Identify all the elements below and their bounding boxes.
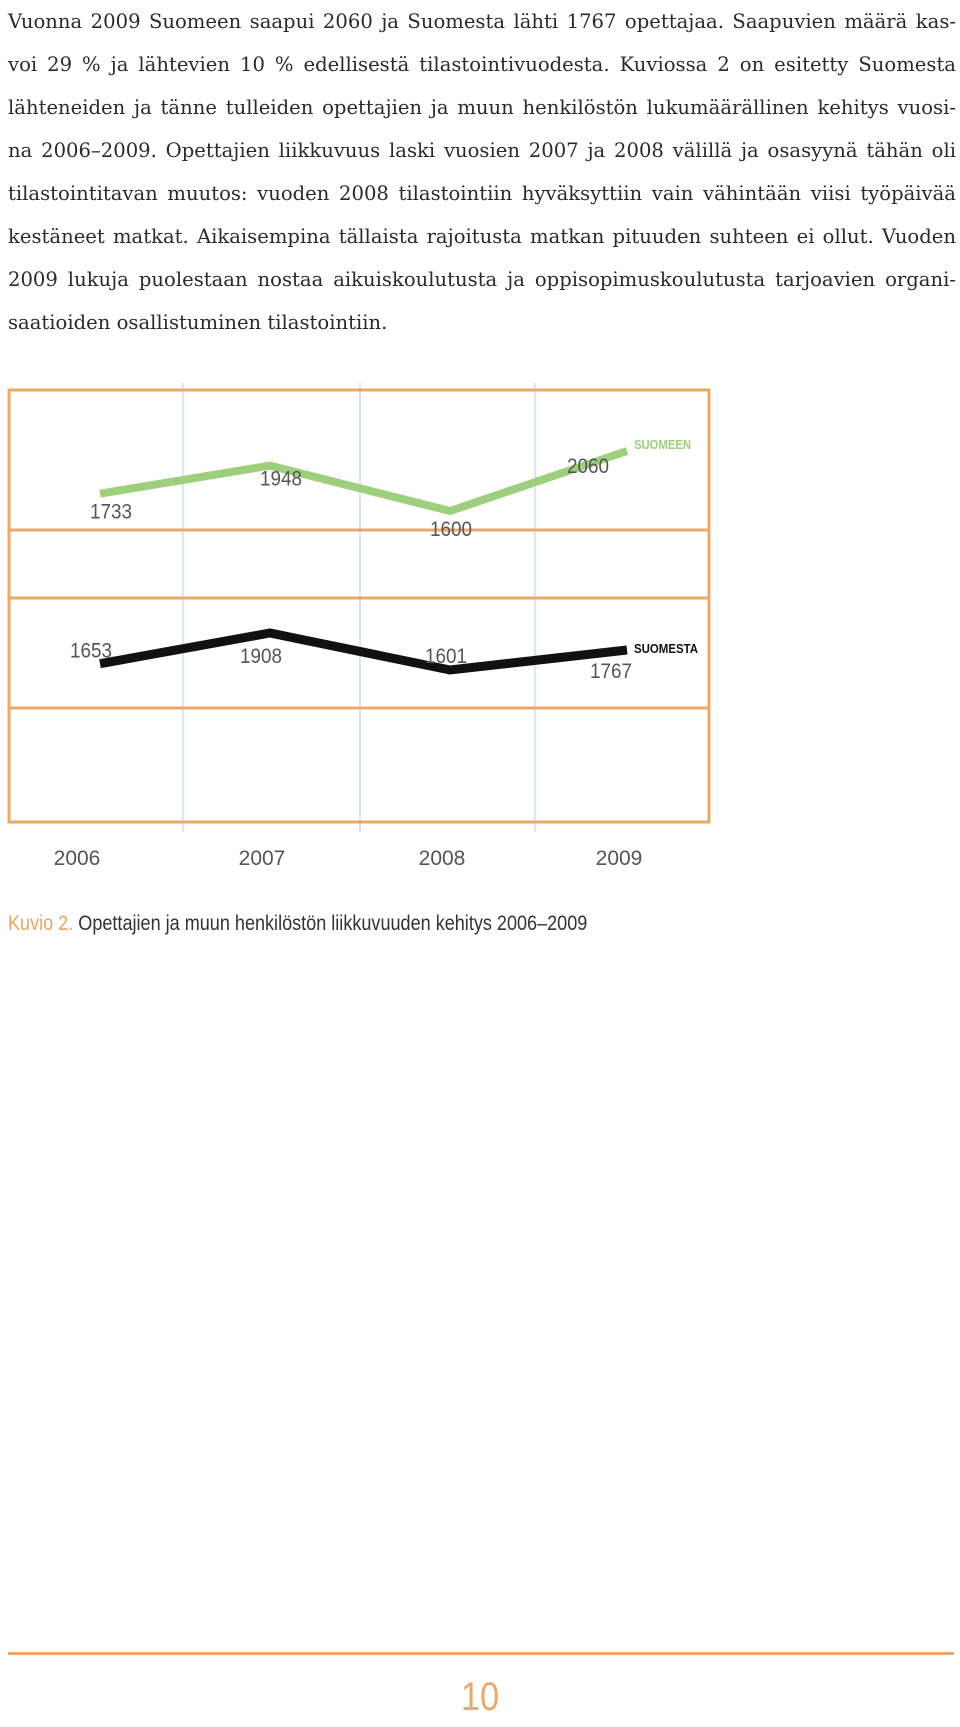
series-line-suomesta <box>99 628 628 675</box>
paragraph-line: Vuonna 2009 Suomeen saapui 2060 ja Suome… <box>8 10 956 33</box>
line-chart: 1733 1948 1600 2060 1653 1908 1601 1767 SUOMEEN S… <box>7 383 711 870</box>
series-name-label: SUOMEEN <box>634 437 691 452</box>
paragraph-line: 2009 lukuja puolestaan nostaa aikuiskoul… <box>8 268 956 291</box>
x-axis-ticks: 2006 2007 2008 2009 <box>54 847 643 870</box>
figure-caption: Kuvio 2. Opettajien ja muun henkilöstön … <box>8 912 587 936</box>
caption-text: Opettajien ja muun henkilöstön liikkuvuu… <box>73 912 588 935</box>
paragraph-line: na 2006–2009. Opettajien liikkuvuus lask… <box>8 139 956 162</box>
data-label: 1767 <box>590 660 632 683</box>
data-label: 1908 <box>240 645 282 668</box>
x-tick-label: 2006 <box>54 847 101 870</box>
chart-series <box>99 447 629 675</box>
paragraph-line: lähteneiden ja tänne tulleiden opettajie… <box>8 96 956 119</box>
series-name-label: SUOMESTA <box>634 641 699 656</box>
x-tick-label: 2008 <box>419 847 466 870</box>
footer-rule <box>8 1652 954 1655</box>
x-tick-label: 2007 <box>239 847 286 870</box>
chart-frame <box>7 388 711 824</box>
chart-grid <box>182 383 536 832</box>
body-paragraph: Vuonna 2009 Suomeen saapui 2060 ja Suome… <box>8 0 956 344</box>
paragraph-line: kestäneet matkat. Aikaisempina tällaista… <box>8 225 956 248</box>
data-label: 1653 <box>70 640 112 663</box>
data-label: 1733 <box>90 501 132 524</box>
series-line-suomeen <box>99 447 629 516</box>
chart-labels: 1733 1948 1600 2060 1653 1908 1601 1767 SUOMEEN S… <box>70 437 699 683</box>
paragraph-line: saatioiden osallistuminen tilastointiin. <box>8 311 388 334</box>
data-label: 2060 <box>567 455 609 478</box>
x-tick-label: 2009 <box>596 847 643 870</box>
data-label: 1948 <box>260 468 302 491</box>
paragraph-line: tilastointitavan muutos: vuoden 2008 til… <box>8 182 956 205</box>
caption-lead: Kuvio 2. <box>8 912 74 935</box>
data-label: 1600 <box>430 518 472 541</box>
paragraph-line: voi 29 % ja lähtevien 10 % edellisestä t… <box>8 53 956 76</box>
data-label: 1601 <box>425 645 467 668</box>
chart-border <box>7 388 711 824</box>
page-number: 10 <box>460 1675 500 1719</box>
